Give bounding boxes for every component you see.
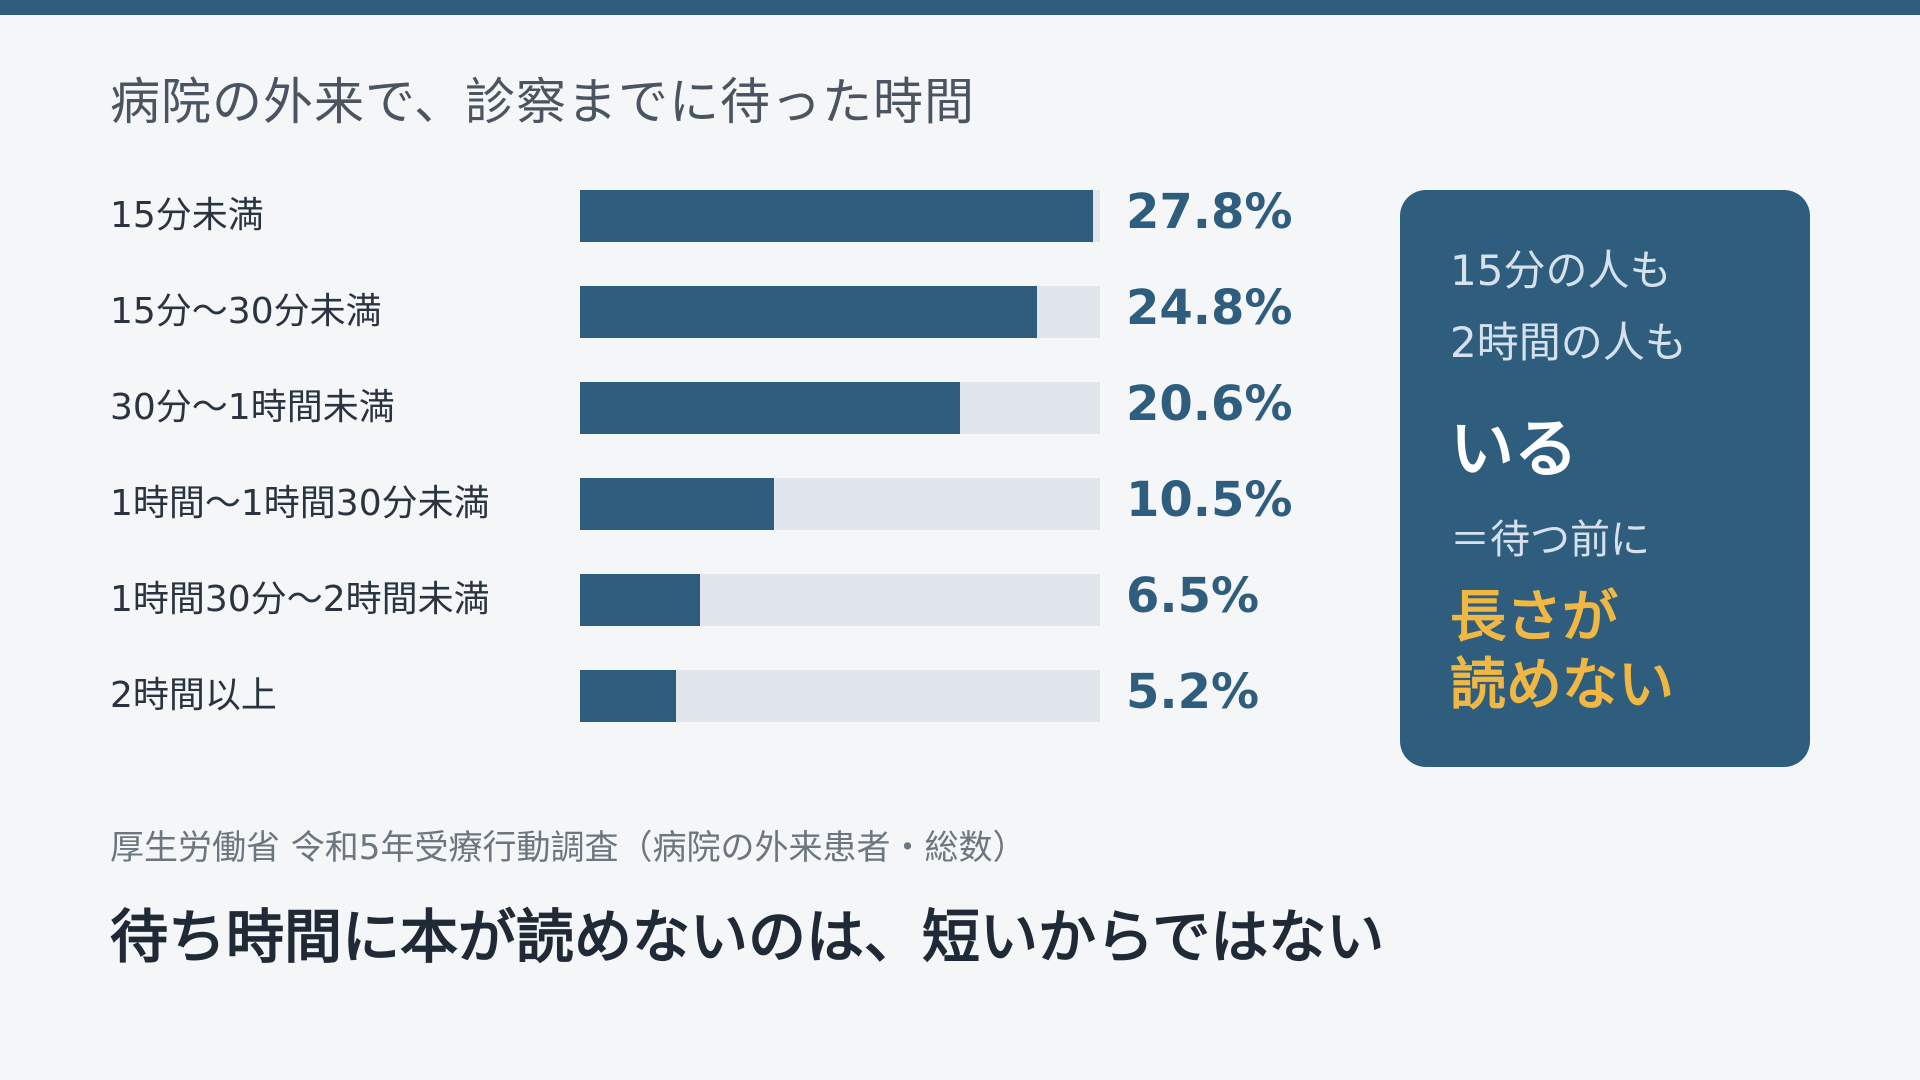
- bar: [580, 574, 700, 626]
- category-label: 2時間以上: [110, 675, 277, 716]
- bar-track: [580, 286, 1100, 338]
- bar-track: [580, 478, 1100, 530]
- bar-track: [580, 574, 1100, 626]
- callout-emphasis: いる: [1450, 413, 1578, 487]
- callout-accent-line-1: 長さが: [1450, 585, 1618, 650]
- callout-line-2: 2時間の人も: [1450, 318, 1687, 367]
- data-label: 27.8%: [1126, 184, 1293, 240]
- callout-box: [1400, 190, 1810, 767]
- category-label: 1時間〜1時間30分未満: [110, 483, 490, 524]
- callout-accent-line-2: 読めない: [1450, 653, 1674, 718]
- headline: 待ち時間に本が読めないのは、短いからではない: [110, 903, 1385, 971]
- bar-track: [580, 670, 1100, 722]
- data-label: 20.6%: [1126, 376, 1293, 432]
- bar: [580, 286, 1037, 338]
- bar-track: [580, 382, 1100, 434]
- category-label: 15分未満: [110, 195, 264, 236]
- callout-line-1: 15分の人も: [1450, 246, 1672, 295]
- data-label: 5.2%: [1126, 664, 1260, 720]
- callout-line-4: ＝待つ前に: [1450, 517, 1650, 563]
- top-accent-bar: [0, 0, 1920, 15]
- chart-title: 病院の外来で、診察までに待った時間: [110, 73, 975, 131]
- bar-track: [580, 190, 1100, 242]
- data-label: 10.5%: [1126, 472, 1293, 528]
- category-label: 1時間30分〜2時間未満: [110, 579, 490, 620]
- bar: [580, 670, 676, 722]
- category-label: 15分〜30分未満: [110, 291, 382, 332]
- bar: [580, 190, 1093, 242]
- data-label: 24.8%: [1126, 280, 1293, 336]
- data-label: 6.5%: [1126, 568, 1260, 624]
- source-note: 厚生労働省 令和5年受療行動調査（病院の外来患者・総数）: [110, 828, 1027, 868]
- bar: [580, 478, 774, 530]
- bar: [580, 382, 960, 434]
- category-label: 30分〜1時間未満: [110, 387, 395, 428]
